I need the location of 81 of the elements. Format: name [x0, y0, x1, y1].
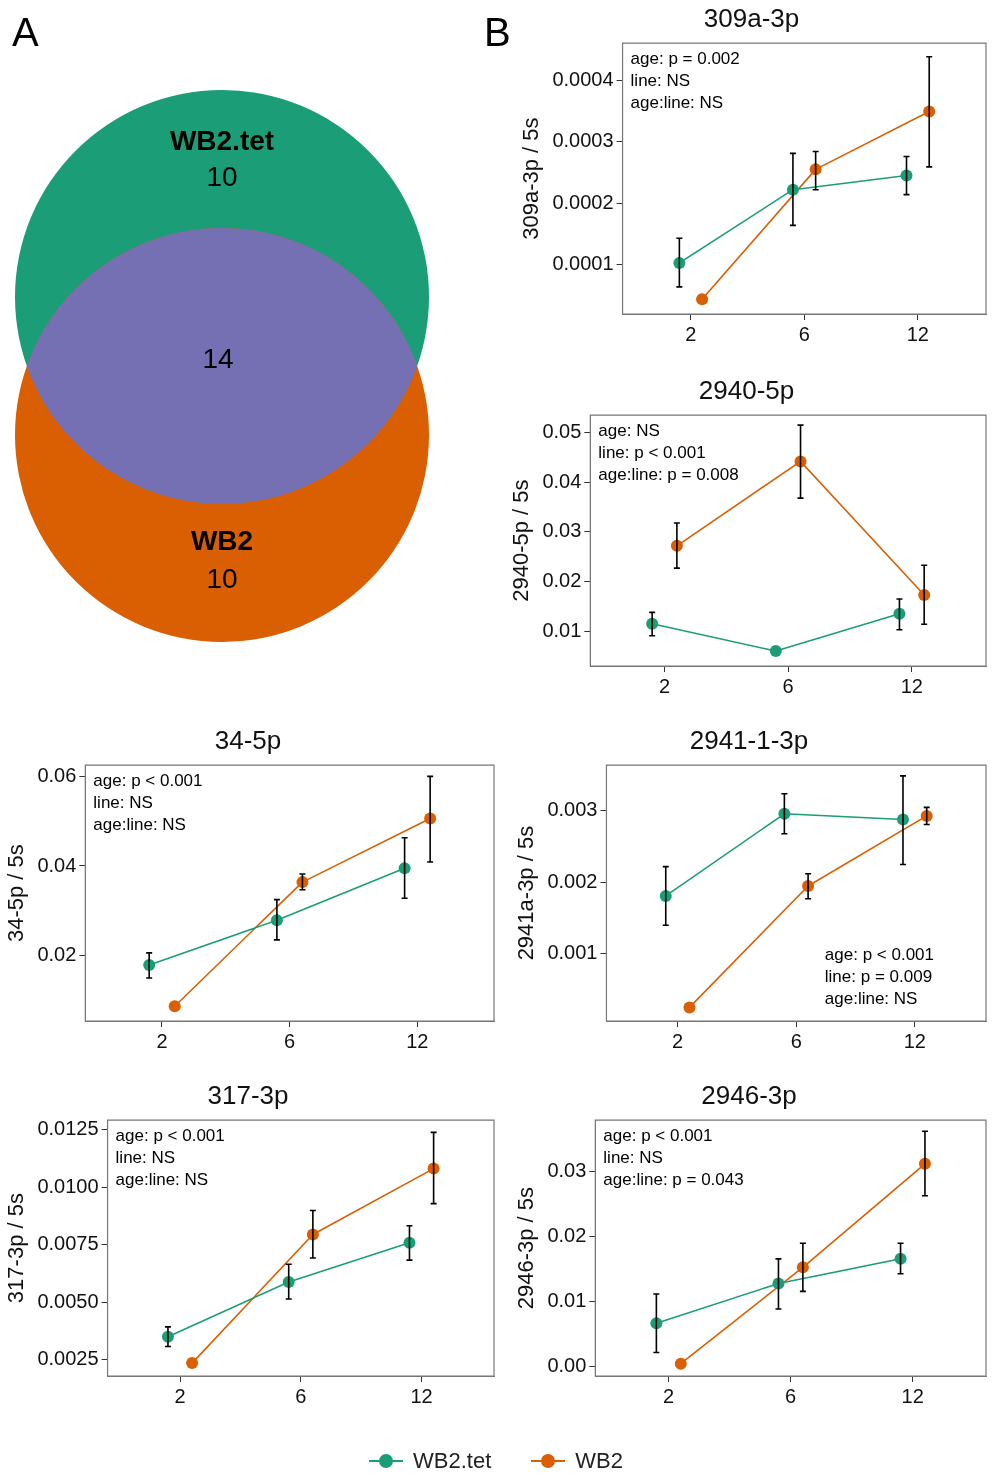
- x-tick-label: 2: [672, 1029, 684, 1052]
- annotation: age: p < 0.001: [93, 771, 203, 791]
- text: A: [12, 10, 39, 54]
- x-tick-label: 6: [295, 1384, 307, 1407]
- y-tick-label: 0.02: [542, 569, 582, 592]
- chart-title: 309a-3p: [703, 2, 800, 33]
- annotation: age: p < 0.001: [115, 1126, 225, 1146]
- legend-label: WB2.tet: [413, 1448, 492, 1474]
- annotation: line: NS: [115, 1148, 176, 1168]
- y-tick-label: 0.03: [542, 519, 582, 542]
- chart-title: 317-3p: [207, 1079, 289, 1110]
- annotation: age:line: NS: [115, 1170, 209, 1190]
- y-axis-title: 2946-3p / 5s: [513, 1186, 539, 1310]
- x-tick-label: 6: [782, 674, 794, 697]
- x-tick-label: 6: [284, 1029, 296, 1052]
- y-tick-label: 0.0075: [37, 1232, 99, 1255]
- chart-title: 2941-1-3p: [689, 724, 809, 755]
- x-tick-label: 6: [790, 1029, 802, 1052]
- y-tick-label: 0.03: [547, 1159, 587, 1182]
- x-tick-label: 12: [903, 1029, 926, 1052]
- y-tick-label: 0.02: [547, 1224, 587, 1247]
- x-tick-label: 12: [406, 1029, 429, 1052]
- annotation: age: p < 0.001: [824, 945, 935, 965]
- annotation: age:line: NS: [93, 815, 186, 835]
- annotation: line: NS: [93, 793, 153, 813]
- annotation: age:line: p = 0.008: [598, 465, 739, 485]
- x-tick-label: 2: [658, 674, 671, 697]
- y-tick-label: 0.0002: [552, 190, 614, 213]
- y-axis-title: 2940-5p / 5s: [508, 479, 534, 602]
- y-axis-title: 309a-3p / 5s: [518, 117, 544, 240]
- y-tick-label: 0.0125: [37, 1116, 99, 1139]
- chart-title: 2940-5p: [698, 374, 795, 405]
- chart-title: 34-5p: [214, 724, 282, 755]
- annotation: age:line: NS: [824, 989, 918, 1009]
- category-label: WB2.tet: [169, 124, 275, 156]
- x-tick-label: 12: [901, 1384, 924, 1407]
- y-tick-label: 0.0001: [552, 252, 614, 275]
- text: B: [484, 10, 511, 54]
- annotation: line: NS: [603, 1148, 663, 1168]
- category-label: WB2: [190, 524, 254, 556]
- y-tick-label: 0.0003: [552, 129, 614, 152]
- y-tick-label: 0.002: [547, 869, 598, 892]
- y-tick-label: 0.0004: [552, 67, 614, 90]
- annotation: line: p = 0.009: [824, 967, 933, 987]
- y-tick-label: 0.01: [547, 1289, 587, 1312]
- y-tick-label: 0.04: [542, 469, 582, 492]
- annotation: age: p = 0.002: [630, 49, 740, 69]
- data-label: 14: [202, 342, 234, 374]
- y-tick-label: 0.05: [542, 420, 582, 443]
- y-tick-label: 0.04: [37, 853, 77, 876]
- x-tick-label: 2: [174, 1384, 186, 1407]
- legend-label: WB2: [575, 1448, 623, 1474]
- y-axis-title: 34-5p / 5s: [3, 844, 29, 943]
- x-tick-label: 12: [410, 1384, 433, 1407]
- x-tick-label: 6: [798, 322, 810, 345]
- annotation: line: NS: [630, 71, 691, 91]
- annotation: line: p < 0.001: [598, 443, 706, 463]
- y-axis-title: 2941a-3p / 5s: [513, 825, 539, 961]
- x-tick-label: 12: [906, 322, 929, 345]
- annotation: age:line: NS: [630, 93, 724, 113]
- y-axis-title: 317-3p / 5s: [3, 1193, 29, 1304]
- y-tick-label: 0.00: [547, 1354, 587, 1377]
- x-tick-label: 12: [900, 674, 923, 697]
- annotation: age: p < 0.001: [603, 1126, 713, 1146]
- y-tick-label: 0.0050: [37, 1289, 99, 1312]
- x-tick-label: 2: [663, 1384, 675, 1407]
- y-tick-label: 0.0100: [37, 1174, 99, 1197]
- data-label: 10: [206, 562, 238, 594]
- data-label: 10: [206, 160, 238, 192]
- x-tick-label: 6: [785, 1384, 797, 1407]
- y-tick-label: 0.0025: [37, 1347, 99, 1370]
- x-tick-label: 2: [156, 1029, 168, 1052]
- y-tick-label: 0.003: [547, 798, 598, 821]
- annotation: age:line: p = 0.043: [603, 1170, 744, 1190]
- y-tick-label: 0.02: [37, 943, 77, 966]
- x-tick-label: 2: [685, 322, 697, 345]
- chart-title: 2946-3p: [701, 1079, 797, 1110]
- y-tick-label: 0.06: [37, 763, 77, 786]
- y-tick-label: 0.01: [542, 618, 582, 641]
- y-tick-label: 0.001: [547, 941, 598, 964]
- annotation: age: NS: [598, 421, 660, 441]
